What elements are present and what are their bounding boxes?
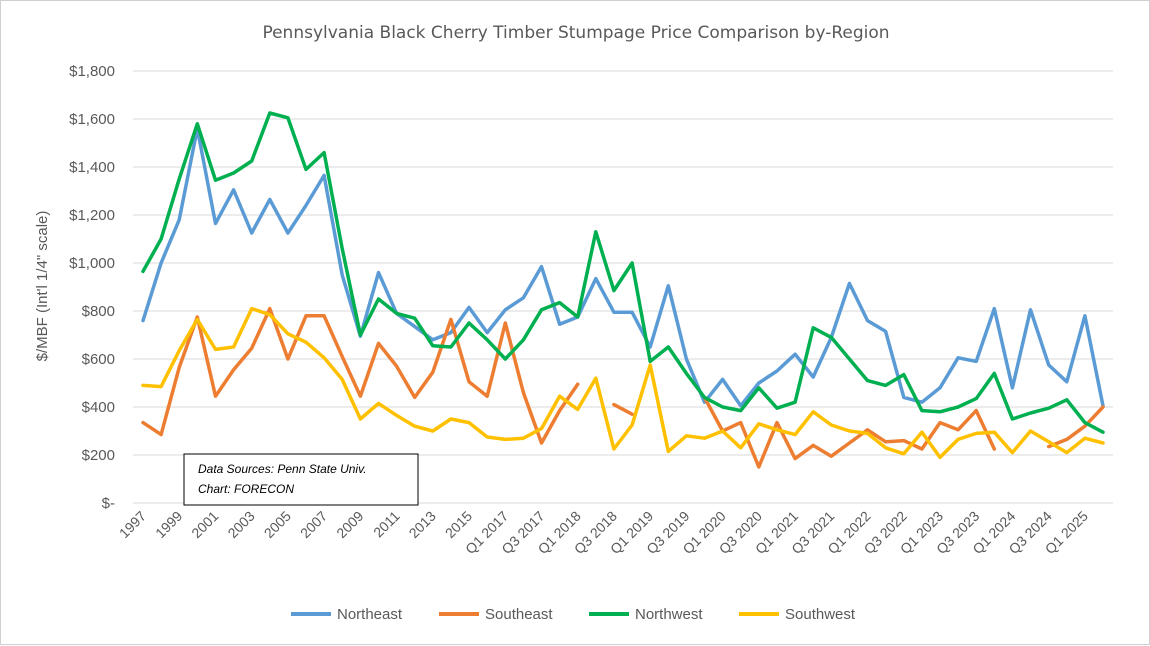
series-line-northwest — [141, 111, 1105, 434]
x-tick-label: 2009 — [333, 508, 366, 541]
series-line-southeast — [141, 306, 580, 445]
x-tick-labels: 1997 1999 2001 2003 2005 2007 2009 2011 2013 2015… — [116, 508, 1091, 557]
y-tick-label: $1,600 — [69, 111, 115, 128]
y-tick-label: $- — [102, 495, 115, 512]
legend-label-northeast: Northeast — [337, 606, 403, 623]
y-tick-label: $400 — [82, 399, 115, 416]
x-tick-label: 2001 — [188, 508, 221, 541]
y-tick-labels: $- $200 $400 $600 $800 $1,000 $1,200 $1,400 $1,6… — [69, 63, 115, 512]
x-tick-label: 2011 — [370, 508, 403, 541]
series-line-southeast — [1046, 405, 1105, 449]
x-tick-label: 2013 — [406, 508, 439, 541]
legend-label-southeast: Southeast — [485, 606, 553, 623]
series-lines — [141, 111, 1105, 469]
series-line-southeast — [612, 402, 634, 416]
y-tick-label: $600 — [82, 351, 115, 368]
x-tick-label: 1999 — [152, 508, 185, 541]
legend: Northeast Southeast Northwest Southwest — [291, 606, 856, 623]
source-note: Data Sources: Penn State Univ. Chart: FO… — [183, 453, 419, 506]
y-tick-label: $800 — [82, 303, 115, 320]
x-tick-label: 2015 — [442, 508, 475, 541]
source-note-line-1: Data Sources: Penn State Univ. — [198, 462, 367, 476]
x-tick-label: 2007 — [297, 508, 330, 541]
y-tick-label: $1,000 — [69, 255, 115, 272]
y-axis-label: $/MBF (Int'l 1/4" scale) — [34, 211, 51, 362]
y-tick-label: $1,400 — [69, 159, 115, 176]
x-tick-label: 2003 — [224, 508, 257, 541]
y-tick-label: $1,200 — [69, 207, 115, 224]
x-tick-label: 1997 — [116, 508, 149, 541]
source-note-box — [183, 453, 419, 506]
series-line-southwest — [141, 306, 1105, 460]
x-tick-label: 2005 — [261, 508, 294, 541]
legend-label-northwest: Northwest — [635, 606, 703, 623]
chart-title: Pennsylvania Black Cherry Timber Stumpag… — [262, 23, 889, 43]
series-line-southeast — [702, 395, 997, 469]
y-tick-label: $1,800 — [69, 63, 115, 80]
legend-label-southwest: Southwest — [785, 606, 856, 623]
source-note-line-2: Chart: FORECON — [198, 482, 294, 496]
series-line-northeast — [141, 126, 1105, 408]
y-tick-label: $200 — [82, 447, 115, 464]
